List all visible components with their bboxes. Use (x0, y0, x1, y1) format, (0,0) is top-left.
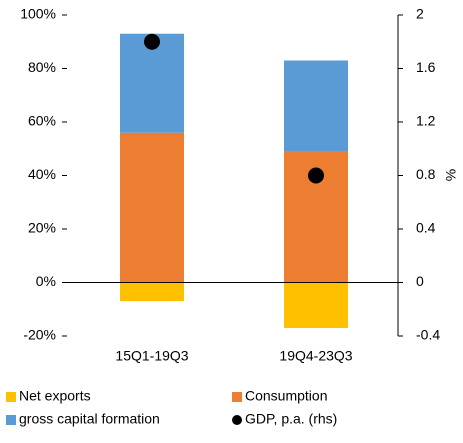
y-tick-label: 60% (28, 113, 56, 129)
legend-label: GDP, p.a. (rhs) (245, 411, 337, 427)
bar (284, 60, 348, 152)
dot (308, 167, 324, 184)
y2-tick-label: 0.4 (416, 220, 436, 236)
y-tick-label: 20% (28, 220, 56, 236)
legend-label: Consumption (245, 388, 328, 404)
x-tick-label: 19Q4-23Q3 (279, 348, 352, 364)
y2-tick-label: 0.8 (416, 166, 436, 182)
y-tick-label: 100% (20, 6, 56, 22)
y2-tick-label: -0.4 (416, 327, 440, 343)
legend-marker (232, 415, 242, 425)
y-tick-label: 40% (28, 166, 56, 182)
y2-axis-label: % (443, 169, 459, 181)
y2-tick-label: 1.2 (416, 113, 436, 129)
bar (284, 282, 348, 328)
y2-tick-label: 2 (416, 6, 424, 22)
bar (120, 282, 184, 302)
y-tick-label: -20% (23, 327, 56, 343)
x-tick-label: 15Q1-19Q3 (115, 348, 188, 364)
legend-label: Net exports (19, 388, 91, 404)
y-tick-label: 80% (28, 59, 56, 75)
legend-label: gross capital formation (19, 411, 160, 427)
legend-marker (6, 392, 16, 402)
legend-marker (6, 415, 16, 425)
bar (120, 132, 184, 283)
y2-tick-label: 0 (416, 273, 424, 289)
y2-tick-label: 1.6 (416, 59, 436, 75)
bar (120, 33, 184, 133)
dot (144, 33, 160, 50)
y-tick-label: 0% (36, 273, 56, 289)
legend-marker (232, 392, 242, 402)
